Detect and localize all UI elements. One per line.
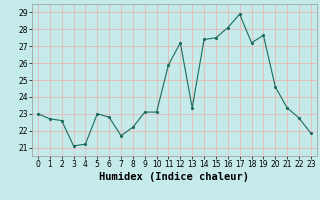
X-axis label: Humidex (Indice chaleur): Humidex (Indice chaleur) [100, 172, 249, 182]
